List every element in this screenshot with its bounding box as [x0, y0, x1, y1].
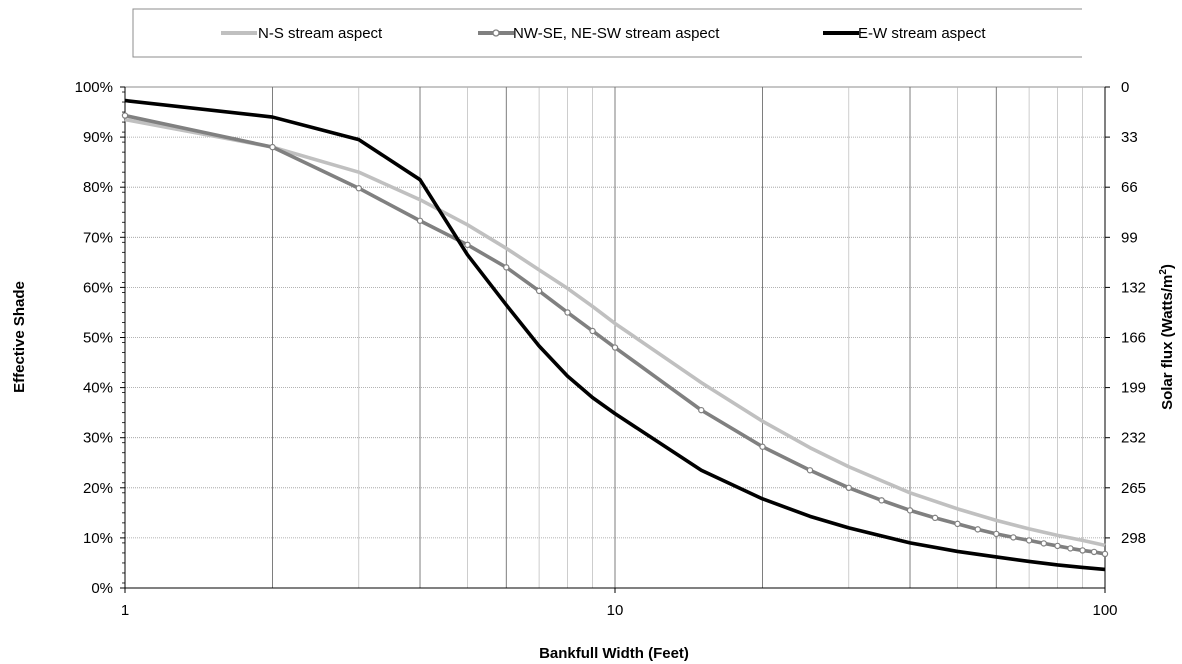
y-tick-label: 30%: [83, 430, 113, 447]
legend-label-ns: N-S stream aspect: [258, 25, 383, 42]
y2-axis-title-end: ): [1159, 264, 1176, 269]
series-point-1: [1010, 534, 1017, 541]
x-tick-label: 10: [607, 602, 624, 619]
series-point-1: [564, 309, 571, 316]
y-axis-title: Effective Shade: [11, 281, 28, 393]
y2-tick-label: 0: [1121, 79, 1129, 96]
y-tick-label: 90%: [83, 129, 113, 146]
series-point-1: [355, 185, 362, 192]
series-point-1: [1079, 547, 1086, 554]
legend-border: [132, 8, 1082, 58]
y-tick-label: 80%: [83, 179, 113, 196]
grid: [125, 86, 1105, 588]
series-point-1: [464, 241, 471, 249]
series-point-1: [503, 264, 510, 271]
series-point-1: [993, 530, 1000, 538]
y2-tick-label: 33: [1121, 129, 1138, 146]
y2-tick-label: 298: [1121, 530, 1146, 547]
series-point-1: [1101, 550, 1109, 558]
series-point-1: [974, 526, 981, 533]
legend-item-ew: E-W stream aspect: [823, 25, 986, 42]
series-point-1: [931, 514, 939, 522]
y-tick-label: 0%: [91, 580, 113, 597]
series-point-1: [1040, 540, 1047, 547]
series-point-1: [1025, 537, 1033, 544]
y2-tick-label: 232: [1121, 430, 1146, 447]
y-tick-label: 70%: [83, 229, 113, 246]
series: [121, 98, 1109, 572]
y-tick-label: 60%: [83, 279, 113, 296]
series-point-1: [121, 112, 129, 119]
x-axis-title: Bankfull Width (Feet): [539, 645, 689, 662]
y2-tick-label: 265: [1121, 480, 1146, 497]
y-tick-label: 100%: [75, 79, 113, 96]
y2-tick-label: 66: [1121, 179, 1138, 196]
series-point-1: [535, 287, 543, 295]
legend-marker-nw-se: [492, 29, 500, 37]
y-tick-label: 20%: [83, 480, 113, 497]
y-tick-label: 10%: [83, 530, 113, 547]
series-line-2: [124, 98, 1106, 572]
series-point-1: [1067, 545, 1074, 552]
series-point-1: [759, 443, 766, 450]
series-point-1: [611, 344, 619, 351]
legend-item-ns: N-S stream aspect: [221, 25, 383, 42]
y-tick-label: 40%: [83, 380, 113, 397]
series-point-1: [845, 484, 852, 491]
series-line-1: [124, 113, 1106, 556]
y2-tick-label: 99: [1121, 229, 1138, 246]
y2-axis-title: Solar flux (Watts/m2): [1158, 264, 1176, 410]
series-point-1: [806, 467, 814, 474]
series-point-1: [589, 327, 596, 335]
series-point-1: [1054, 542, 1061, 550]
series-point-1: [954, 520, 961, 528]
x-tick-label: 100: [1092, 602, 1117, 619]
legend-item-nw-se: NW-SE, NE-SW stream aspect: [478, 25, 720, 42]
y-tick-label: 50%: [83, 330, 113, 347]
y2-tick-label: 199: [1121, 380, 1146, 397]
series-point-1: [906, 507, 914, 514]
series-point-1: [698, 406, 705, 414]
legend: N-S stream aspect NW-SE, NE-SW stream as…: [132, 8, 1082, 58]
series-point-1: [1090, 548, 1098, 556]
y2-tick-label: 166: [1121, 330, 1146, 347]
legend-label-nw-se: NW-SE, NE-SW stream aspect: [513, 25, 720, 42]
series-point-1: [269, 143, 276, 151]
y2-axis-title-main: Solar flux (Watts/m: [1159, 275, 1176, 410]
x-tick-label: 1: [121, 602, 129, 619]
y2-tick-label: 132: [1121, 279, 1146, 296]
legend-label-ew: E-W stream aspect: [858, 25, 986, 42]
series-point-1: [878, 497, 885, 504]
axes: 0% 10% 20% 30% 40% 50% 60% 70% 80% 90% 100% 0 33 66 99…: [75, 79, 1146, 619]
series-point-1: [416, 217, 424, 224]
y2-axis-title-sup: 2: [1158, 269, 1169, 275]
